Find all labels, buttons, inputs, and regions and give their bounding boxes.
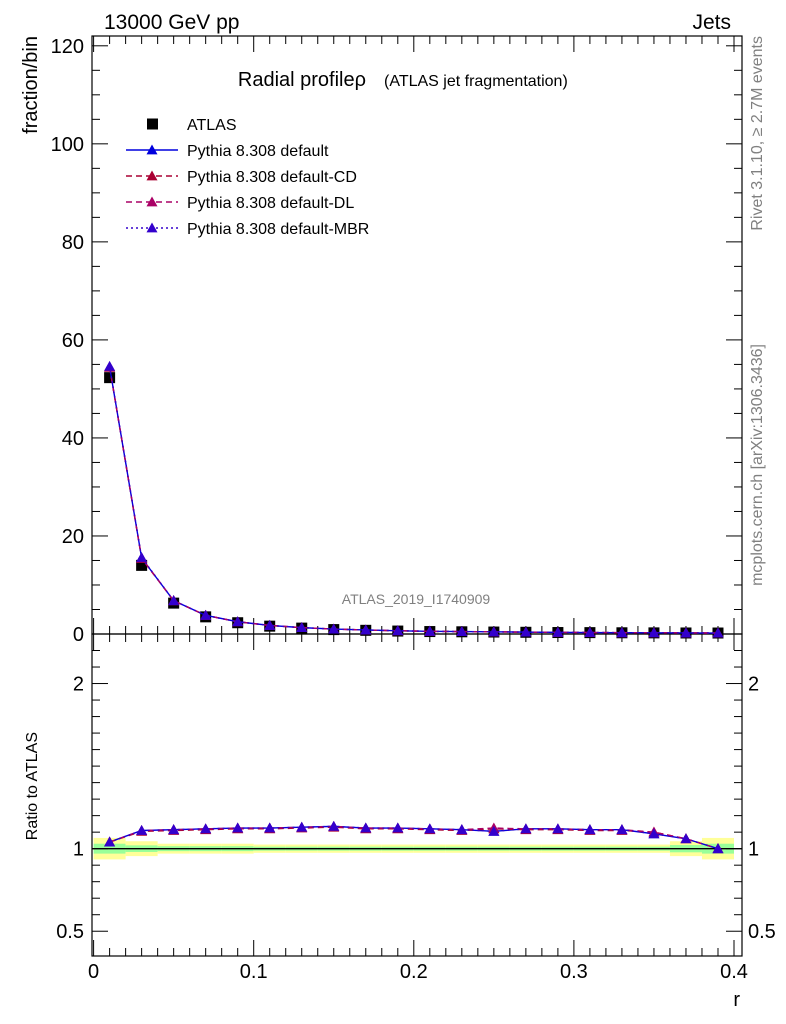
main-data-point-triangle [488, 626, 500, 637]
main-data-point-triangle [200, 609, 212, 620]
ratio-data-point-triangle [552, 823, 564, 834]
legend-marker-triangle [146, 170, 158, 181]
main-y-tick-label: 20 [62, 526, 84, 548]
ratio-series-line [109, 825, 719, 850]
main-chart-subtitle: (ATLAS jet fragmentation) [384, 73, 568, 90]
ratio-data-point-triangle [168, 824, 180, 835]
ratio-y-axis-label: Ratio to ATLAS [24, 732, 41, 840]
main-data-point-triangle [680, 627, 692, 638]
ratio-plot-frame [91, 633, 743, 957]
legend-marker-triangle [146, 222, 158, 233]
ratio-y-tick-label: 2 [73, 674, 84, 696]
ratio-data-point-triangle [296, 821, 308, 832]
ratio-y-tick-label-right: 2 [748, 674, 759, 696]
ratio-data-point-triangle [648, 828, 660, 839]
main-data-point-triangle [264, 619, 276, 630]
legend-entry-label: ATLAS [187, 117, 237, 134]
ratio-data-point-triangle [584, 824, 596, 835]
main-chart-title: Radial profileρ [238, 69, 366, 91]
ratio-data-point-triangle [232, 822, 244, 833]
main-data-point-triangle [552, 626, 564, 637]
rivet-version-label: Rivet 3.1.10, ≥ 2.7M events [749, 36, 766, 231]
x-tick-label: 0.1 [240, 961, 268, 983]
main-y-tick-label: 40 [62, 428, 84, 450]
ratio-y-tick-label: 1 [73, 839, 84, 861]
main-data-point-triangle [328, 623, 340, 634]
ratio-y-tick-label-right: 1 [748, 839, 759, 861]
legend-entry-label: Pythia 8.308 default [187, 143, 329, 160]
ratio-series-line [109, 825, 719, 850]
x-tick-label: 0.4 [720, 961, 748, 983]
ratio-data-point-triangle [264, 822, 276, 833]
main-data-point-square [136, 559, 148, 571]
ratio-data-point-triangle [424, 823, 436, 834]
x-tick-label: 0 [88, 961, 99, 983]
main-data-point-triangle [136, 552, 148, 562]
main-data-point-triangle [232, 616, 244, 627]
x-tick-label: 0.2 [400, 961, 428, 983]
main-data-point-triangle [424, 625, 436, 636]
ratio-data-point-triangle [328, 820, 340, 831]
legend-marker-square [147, 118, 158, 130]
main-data-point-triangle [296, 622, 308, 633]
main-data-point-triangle [360, 624, 372, 635]
main-y-tick-label: 120 [51, 36, 84, 58]
ratio-data-point-triangle [200, 823, 212, 834]
legend-entry-label: Pythia 8.308 default-DL [187, 195, 354, 212]
main-data-point-triangle [616, 627, 628, 638]
ratio-series [104, 820, 724, 854]
ratio-data-point-triangle [680, 833, 692, 844]
main-y-axis-label: fraction/bin [20, 36, 42, 134]
ratio-data-point-triangle [456, 824, 468, 835]
ratio-y-tick-label: 0.5 [56, 921, 84, 943]
main-data-point-triangle [104, 360, 116, 371]
ratio-data-point-triangle [488, 825, 500, 836]
ratio-data-point-triangle [712, 843, 724, 854]
header-right-label: Jets [692, 11, 731, 34]
header-left-label: 13000 GeV pp [104, 11, 239, 34]
main-data-point-triangle [648, 627, 660, 638]
mcplots-label: mcplots.cern.ch [arXiv:1306.3436] [749, 344, 766, 586]
ratio-data-point-triangle [392, 822, 404, 833]
legend: ATLAS Pythia 8.308 default Pythia 8.308 de… [126, 117, 369, 238]
ratio-data-point-triangle [520, 823, 532, 834]
x-axis-label: r [733, 989, 740, 1011]
main-data-point-triangle [392, 625, 404, 636]
main-series [104, 360, 724, 639]
x-tick-label: 0.3 [560, 961, 588, 983]
legend-entry-label: Pythia 8.308 default-MBR [187, 221, 369, 238]
main-data-point-square [104, 372, 116, 384]
ratio-data-point-triangle [136, 825, 148, 835]
ratio-data-point-triangle [104, 836, 116, 847]
main-y-tick-label: 100 [51, 134, 84, 156]
main-y-tick-label: 0 [73, 624, 84, 646]
main-data-point-triangle [712, 627, 724, 638]
ratio-series-line [109, 826, 719, 850]
legend-entry-label: Pythia 8.308 default-CD [187, 169, 357, 186]
analysis-watermark: ATLAS_2019_I1740909 [342, 591, 491, 607]
main-data-point-triangle [168, 595, 180, 606]
main-data-point-triangle [520, 626, 532, 637]
ratio-y-tick-label-right: 0.5 [748, 921, 776, 943]
main-y-tick-label: 80 [62, 232, 84, 254]
ratio-data-point-triangle [360, 822, 372, 833]
main-data-point-triangle [584, 627, 596, 637]
ratio-data-point-triangle [616, 824, 628, 835]
main-data-point-triangle [456, 626, 468, 636]
main-y-tick-label: 60 [62, 330, 84, 352]
ratio-uncertainty-bands [92, 837, 742, 860]
legend-marker-triangle [146, 144, 158, 155]
legend-marker-triangle [146, 196, 158, 207]
main-series-line [108, 366, 718, 634]
